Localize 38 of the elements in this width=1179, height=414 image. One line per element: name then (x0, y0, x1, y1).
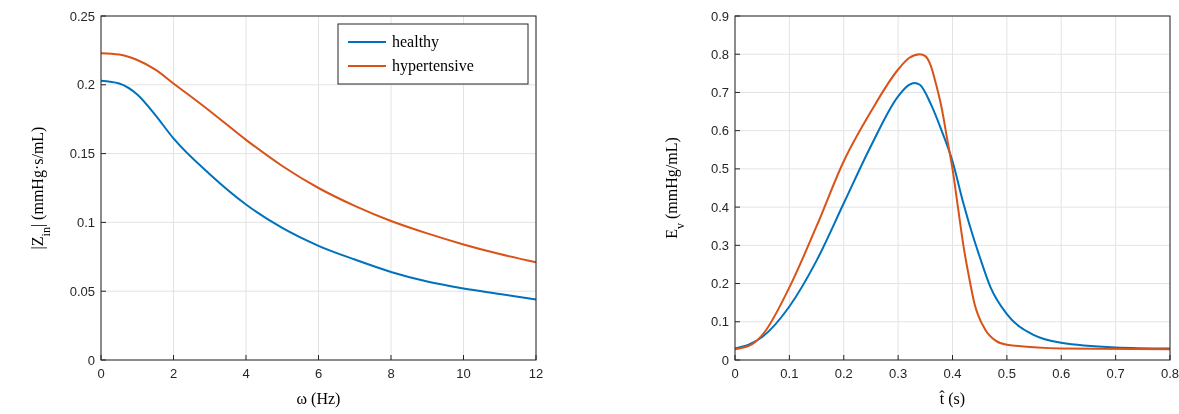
x-tick-label: 0.5 (997, 366, 1016, 381)
y-tick-label: 0.1 (710, 314, 729, 330)
y-tick-label: 0.4 (710, 199, 729, 215)
y-tick-label: 0 (721, 352, 729, 368)
x-tick-label: 0.6 (1052, 366, 1071, 381)
x-tick-label: 0.8 (1160, 366, 1179, 381)
x-tick-label: 0 (97, 366, 105, 381)
y-tick-label: 0.8 (710, 46, 729, 62)
x-tick-label: 6 (314, 366, 323, 381)
x-tick-label: 0.2 (834, 366, 853, 381)
y-tick-label: 0.6 (710, 123, 729, 139)
y-tick-label: 0.2 (710, 276, 729, 292)
y-tick-label: 0.7 (710, 84, 729, 100)
x-tick-label: 10 (456, 366, 471, 381)
x-tick-label: 0.1 (780, 366, 799, 381)
line-series (100, 79, 537, 301)
x-axis-title: t̂ (s) (938, 390, 966, 408)
y-tick-label: 0.3 (710, 237, 729, 253)
x-tick-label: 0.3 (889, 366, 908, 381)
x-tick-label: 8 (387, 366, 395, 381)
x-tick-label: 0 (731, 366, 739, 381)
line-series (100, 52, 537, 264)
y-tick-label: 0.25 (69, 8, 95, 24)
x-tick-label: 4 (242, 366, 250, 381)
y-tick-label: 0.1 (76, 214, 95, 230)
legend-label: healthy (392, 33, 440, 51)
y-tick-label: 0.05 (69, 283, 95, 299)
x-tick-label: 12 (528, 366, 544, 381)
y-tick-label: 0.9 (710, 8, 729, 24)
y-tick-label: 0.5 (710, 161, 729, 177)
y-tick-label: 0 (87, 352, 95, 368)
x-axis-title: ω (Hz) (296, 390, 341, 408)
x-tick-label: 0.4 (943, 366, 962, 381)
y-tick-label: 0.15 (69, 146, 95, 162)
legend-label: hypertensive (392, 57, 474, 75)
x-tick-label: 0.7 (1106, 366, 1125, 381)
y-tick-label: 0.2 (76, 77, 95, 93)
x-tick-label: 2 (169, 366, 178, 381)
